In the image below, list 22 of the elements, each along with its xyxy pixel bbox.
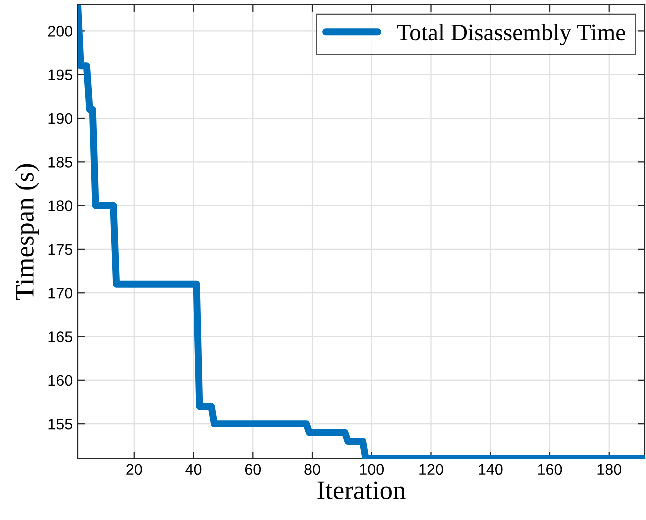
x-tick-label: 80	[304, 464, 320, 476]
legend-label: Total Disassembly Time	[397, 24, 626, 46]
x-tick-label: 120	[420, 464, 444, 476]
y-tick-label: 160	[48, 375, 73, 386]
y-tick-label: 195	[48, 70, 72, 81]
y-tick-label: 200	[48, 26, 73, 37]
y-tick-label: 170	[48, 288, 73, 299]
y-tick-label: 165	[48, 332, 72, 342]
x-tick-label: 160	[538, 464, 562, 476]
y-axis-title: Timespan (s)	[15, 164, 40, 300]
y-tick-label: 190	[48, 113, 73, 124]
x-axis-title: Iteration	[318, 482, 406, 500]
x-tick-label: 60	[245, 464, 262, 476]
y-tick-label: 185	[48, 157, 72, 168]
x-tick-label: 140	[479, 464, 503, 476]
y-tick-label: 155	[48, 419, 72, 430]
x-tick-label: 40	[186, 464, 202, 476]
y-tick-label: 175	[48, 244, 72, 256]
x-tick-label: 180	[598, 464, 622, 476]
x-tick-label: 100	[360, 464, 384, 476]
x-tick-label: 20	[126, 464, 142, 476]
y-tick-label: 180	[48, 200, 73, 212]
